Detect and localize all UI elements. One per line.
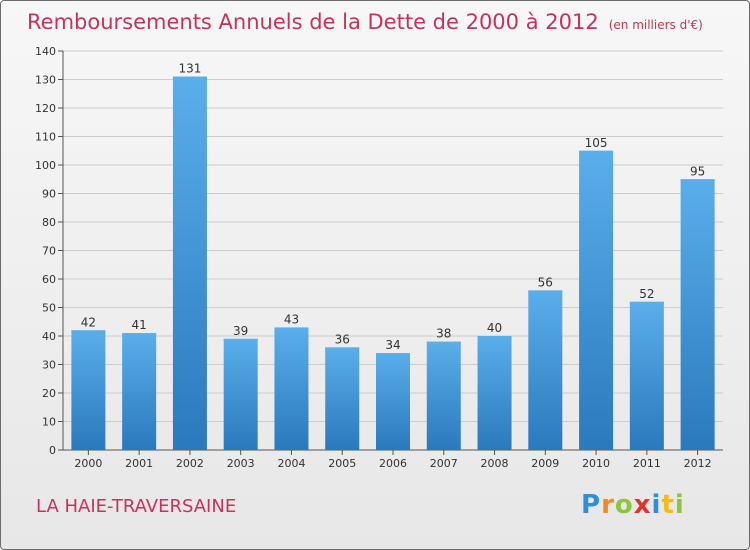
y-tick-label: 130 bbox=[35, 74, 56, 87]
data-label: 105 bbox=[585, 136, 608, 150]
logo-letter: i bbox=[651, 490, 662, 520]
data-label: 56 bbox=[538, 275, 553, 289]
proxiti-logo: Proxiti bbox=[581, 489, 685, 521]
y-tick-label: 10 bbox=[42, 416, 56, 429]
bar bbox=[680, 179, 715, 450]
bar bbox=[122, 333, 157, 450]
data-label: 43 bbox=[284, 312, 299, 326]
chart-title: Remboursements Annuels de la Dette de 20… bbox=[27, 8, 703, 39]
bar bbox=[376, 353, 410, 450]
bar bbox=[477, 336, 512, 450]
logo-letter: r bbox=[601, 490, 615, 520]
x-tick-label: 2000 bbox=[74, 457, 102, 470]
bar bbox=[325, 347, 360, 450]
y-tick-label: 60 bbox=[42, 273, 56, 286]
data-label: 42 bbox=[81, 315, 96, 329]
bar-top-edge bbox=[376, 353, 410, 356]
data-label: 131 bbox=[178, 62, 201, 76]
bar-top-edge bbox=[528, 290, 563, 293]
labels: 42 2000 41 2001 131 2002 39 2003 43 2004 36 2005 34 2… bbox=[74, 62, 711, 470]
bar bbox=[528, 290, 563, 450]
bar-top-edge bbox=[172, 76, 207, 79]
bar bbox=[71, 330, 106, 450]
x-tick-label: 2002 bbox=[176, 457, 204, 470]
bar-top-edge bbox=[122, 333, 157, 336]
bar-top-edge bbox=[223, 338, 258, 341]
data-label: 52 bbox=[639, 287, 654, 301]
x-tick-label: 2007 bbox=[430, 457, 458, 470]
x-tick-label: 2009 bbox=[531, 457, 559, 470]
bar bbox=[274, 327, 309, 450]
bar-top-edge bbox=[579, 150, 614, 153]
data-label: 39 bbox=[233, 324, 248, 338]
data-label: 36 bbox=[335, 332, 350, 346]
data-label: 41 bbox=[132, 318, 147, 332]
logo-letter: P bbox=[581, 490, 602, 520]
logo-letter: o bbox=[614, 490, 634, 520]
bar-top-edge bbox=[274, 327, 309, 330]
y-tick-label: 50 bbox=[42, 302, 56, 315]
y-tick-label: 100 bbox=[35, 159, 56, 172]
x-tick-label: 2004 bbox=[277, 457, 305, 470]
data-label: 95 bbox=[690, 164, 705, 178]
commune-name: LA HAIE-TRAVERSAINE bbox=[36, 496, 237, 517]
y-tick-label: 70 bbox=[42, 245, 56, 258]
data-label: 40 bbox=[487, 321, 502, 335]
x-tick-label: 2010 bbox=[582, 457, 610, 470]
bar bbox=[172, 76, 207, 451]
y-tick-label: 30 bbox=[42, 359, 56, 372]
y-tick-label: 40 bbox=[42, 330, 56, 343]
bar bbox=[426, 341, 461, 450]
logo-letter: t bbox=[661, 490, 675, 520]
x-tick-label: 2011 bbox=[633, 457, 661, 470]
bars bbox=[71, 76, 715, 451]
bar-top-edge bbox=[629, 301, 664, 304]
x-tick-label: 2012 bbox=[684, 457, 712, 470]
bar bbox=[579, 150, 614, 450]
y-tick-label: 80 bbox=[42, 216, 56, 229]
x-tick-label: 2003 bbox=[227, 457, 255, 470]
x-tick-label: 2008 bbox=[481, 457, 509, 470]
bar bbox=[223, 338, 258, 450]
x-tick-label: 2006 bbox=[379, 457, 407, 470]
bar-top-edge bbox=[71, 330, 106, 333]
y-tick-label: 0 bbox=[49, 444, 56, 457]
data-label: 38 bbox=[436, 327, 451, 341]
y-tick-label: 140 bbox=[35, 45, 56, 58]
title-text: Remboursements Annuels de la Dette de 20… bbox=[27, 10, 599, 34]
x-tick-label: 2005 bbox=[328, 457, 356, 470]
y-tick-label: 20 bbox=[42, 387, 56, 400]
y-tick-label: 120 bbox=[35, 102, 56, 115]
chart-subtitle: (en milliers d'€) bbox=[608, 18, 703, 32]
logo-letter: x bbox=[633, 490, 652, 520]
bar-top-edge bbox=[426, 341, 461, 344]
x-tick-label: 2001 bbox=[125, 457, 153, 470]
bar bbox=[629, 301, 664, 450]
y-tick-label: 110 bbox=[35, 131, 56, 144]
logo-letter: i bbox=[674, 490, 685, 520]
bar-top-edge bbox=[680, 179, 715, 182]
y-tick-label: 90 bbox=[42, 188, 56, 201]
bar-top-edge bbox=[325, 347, 360, 350]
bar-top-edge bbox=[477, 336, 512, 338]
data-label: 34 bbox=[385, 338, 400, 352]
